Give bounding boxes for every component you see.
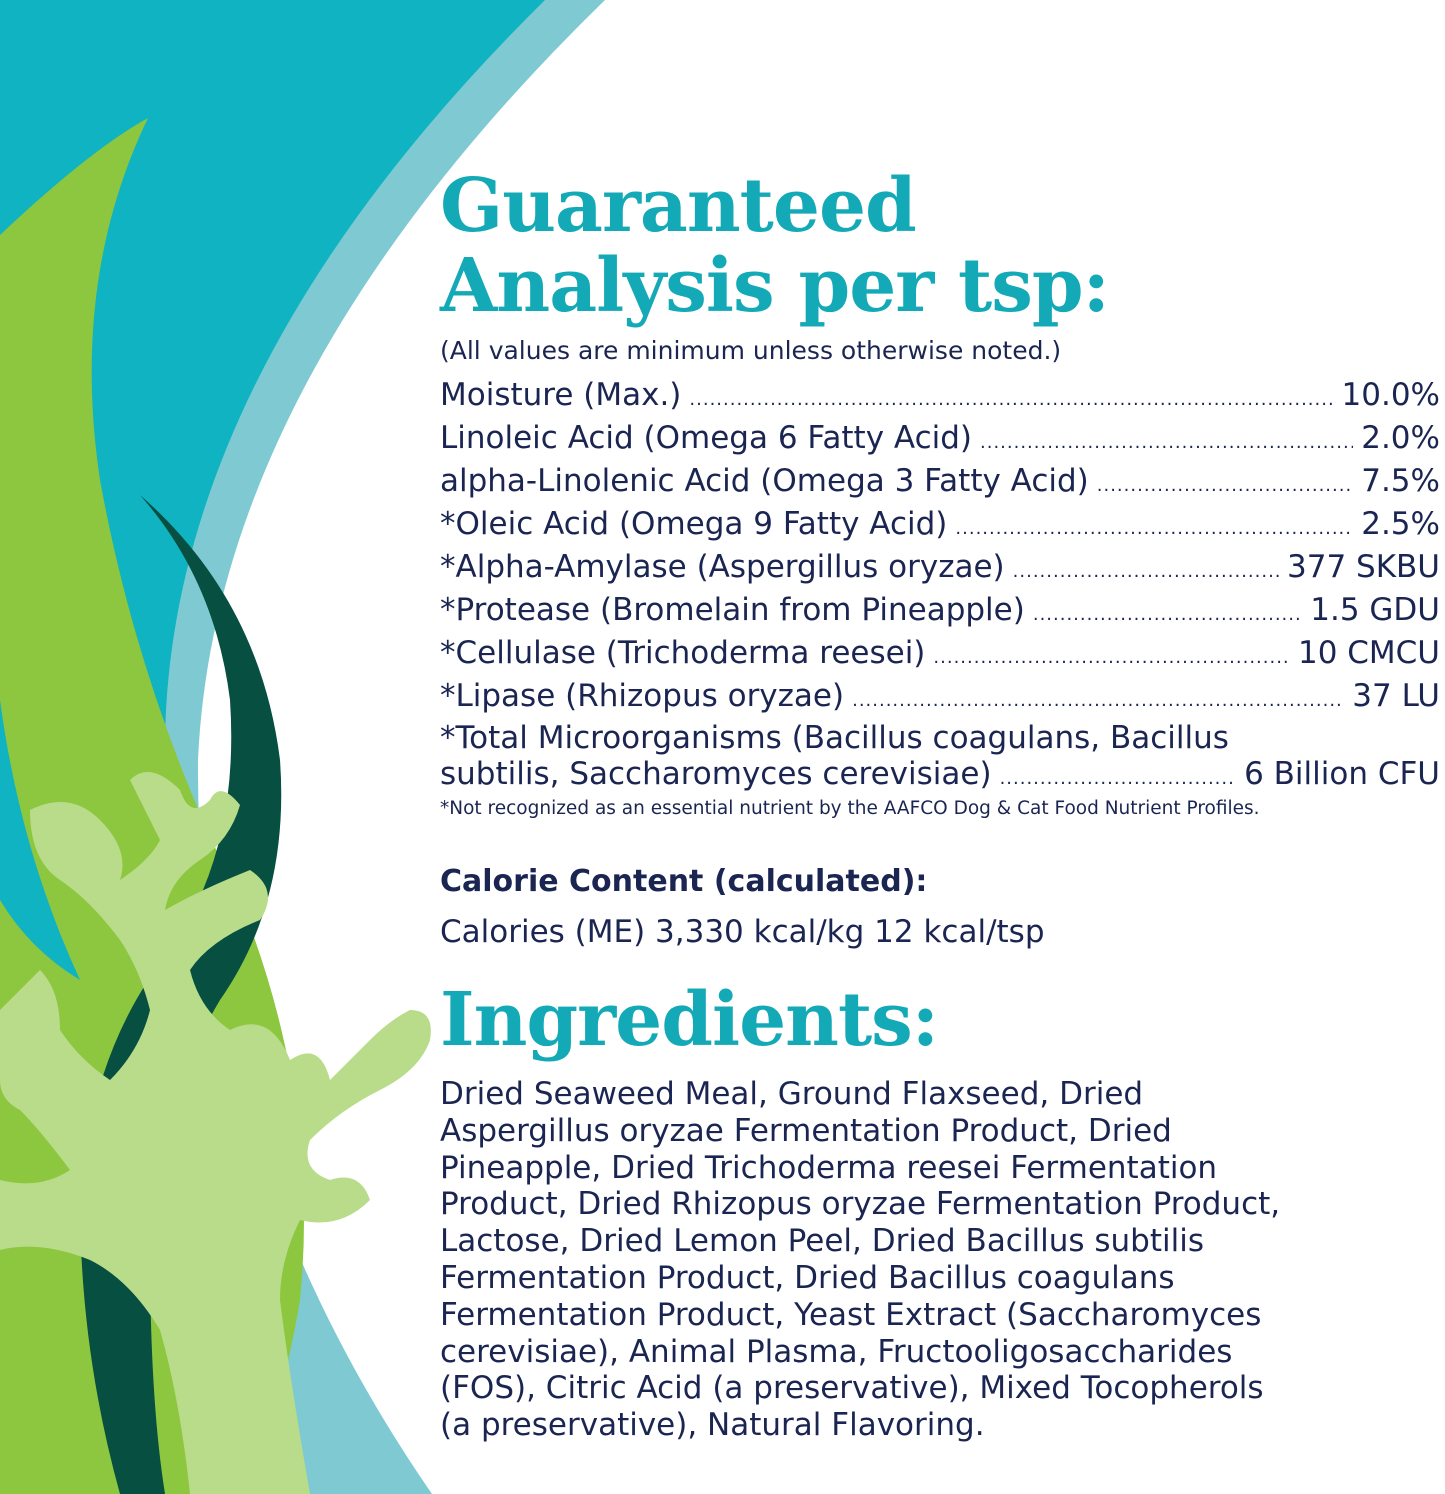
ingredients-line: (a preservative), Natural Flavoring. [440,1407,985,1444]
row-label: Moisture (Max.) [440,377,682,413]
ingredients-line: Dried Seaweed Meal, Ground Flaxseed, Dri… [440,1076,1144,1112]
microorganisms-row: subtilis, Saccharomyces cerevisiae) 6 Bil… [440,756,1440,792]
analysis-row: Moisture (Max.) 10.0% [440,374,1440,417]
row-value: 7.5% [1361,463,1440,499]
analysis-row: *Lipase (Rhizopus oryzae) 37 LU [440,675,1440,718]
row-value: 2.5% [1361,506,1440,542]
row-value: 377 SKBU [1287,549,1440,585]
analysis-row: *Alpha-Amylase (Aspergillus oryzae) 377 S… [440,546,1440,589]
row-value: 10.0% [1341,377,1440,413]
dot-leader [1000,761,1236,797]
analysis-row: *Cellulase (Trichoderma reesei) 10 CMCU [440,632,1440,675]
analysis-row: *Protease (Bromelain from Pineapple) 1.5 … [440,589,1440,632]
dot-leader [955,507,1353,550]
analysis-row: Linoleic Acid (Omega 6 Fatty Acid) 2.0% [440,417,1440,460]
row-value: 6 Billion CFU [1244,756,1440,792]
dot-leader [933,636,1290,679]
analysis-row: alpha-Linolenic Acid (Omega 3 Fatty Acid… [440,460,1440,503]
calorie-text: Calories (ME) 3,330 kcal/kg 12 kcal/tsp [440,914,1045,950]
row-label: *Lipase (Rhizopus oryzae) [440,678,845,714]
row-label: alpha-Linolenic Acid (Omega 3 Fatty Acid… [440,463,1089,499]
row-label: *Oleic Acid (Omega 9 Fatty Acid) [440,506,948,542]
dot-leader [1013,550,1279,593]
ingredients-line: Aspergillus oryzae Fermentation Product,… [440,1112,1172,1149]
row-label: *Protease (Bromelain from Pineapple) [440,592,1025,628]
dot-leader [1033,593,1302,636]
row-value: 1.5 GDU [1310,592,1440,628]
guaranteed-analysis-title-line1: Guaranteed [440,163,917,249]
ingredients-line: Lactose, Dried Lemon Peel, Dried Bacillu… [440,1223,1204,1260]
analysis-note: (All values are minimum unless otherwise… [440,336,1062,365]
row-label: *Alpha-Amylase (Aspergillus oryzae) [440,549,1005,585]
row-label: *Cellulase (Trichoderma reesei) [440,635,926,671]
ingredients-line: Pineapple, Dried Trichoderma reesei Ferm… [440,1149,1218,1186]
row-label: subtilis, Saccharomyces cerevisiae) [440,756,992,792]
guaranteed-analysis-title-line2: Analysis per tsp: [440,243,1110,329]
dot-leader [689,378,1333,421]
ingredients-title: Ingredients: [440,977,939,1063]
ingredients-line: (FOS), Citric Acid (a preservative), Mix… [440,1370,1264,1407]
dot-leader [980,421,1353,464]
dot-leader [852,679,1344,722]
analysis-table: Moisture (Max.) 10.0% Linoleic Acid (Omeg… [440,374,1440,792]
microorganisms-row-line1: *Total Microorganisms (Bacillus coagulan… [440,720,1229,756]
footnote: *Not recognized as an essential nutrient… [440,798,1260,819]
calorie-title: Calorie Content (calculated): [440,864,928,899]
ingredients-list: Dried Seaweed Meal, Ground Flaxseed, Dri… [440,1076,1280,1444]
ingredients-line: Fermentation Product, Dried Bacillus coa… [440,1259,1175,1296]
dot-leader [1097,464,1353,507]
ingredients-line: Product, Dried Rhizopus oryzae Fermentat… [440,1186,1281,1223]
ingredients-line: Fermentation Product, Yeast Extract (Sac… [440,1296,1262,1333]
row-value: 37 LU [1352,678,1440,714]
row-value: 10 CMCU [1297,635,1440,671]
row-value: 2.0% [1361,420,1440,456]
light-seaweed-frond [0,772,431,1494]
analysis-row: *Oleic Acid (Omega 9 Fatty Acid) 2.5% [440,503,1440,546]
row-label: Linoleic Acid (Omega 6 Fatty Acid) [440,420,972,456]
ingredients-line: cerevisiae), Animal Plasma, Fructooligos… [440,1333,1233,1370]
